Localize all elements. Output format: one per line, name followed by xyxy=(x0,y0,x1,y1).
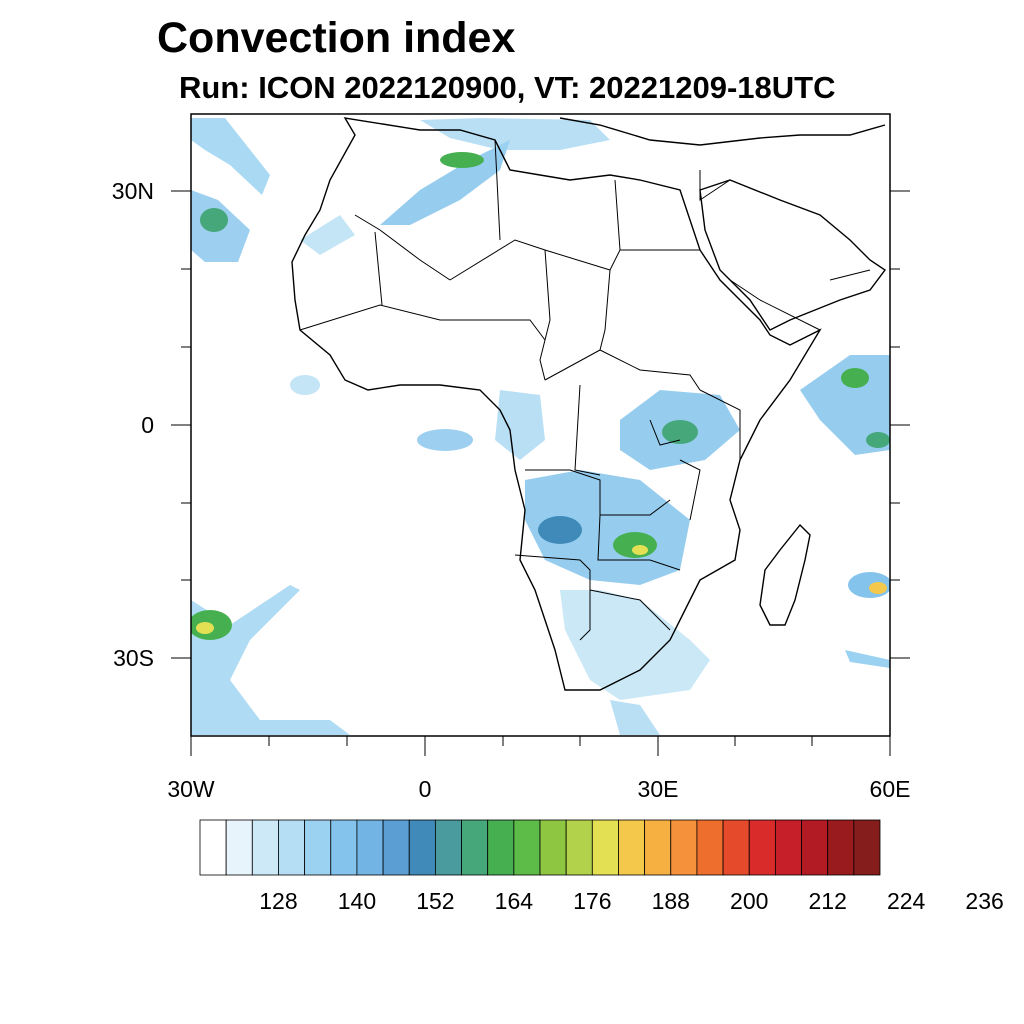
colorbar-box xyxy=(827,819,855,876)
convection-patch xyxy=(440,152,484,168)
colorbar-box xyxy=(774,819,802,876)
convection-patch xyxy=(300,215,355,255)
colorbar-box xyxy=(801,819,829,876)
convection-patch xyxy=(610,700,660,735)
colorbar-box xyxy=(565,819,593,876)
border xyxy=(829,269,871,281)
convection-patch xyxy=(200,208,228,232)
colorbar-box xyxy=(461,819,489,876)
convection-patch xyxy=(632,545,648,555)
border xyxy=(649,419,681,446)
colorbar-box xyxy=(225,819,253,876)
colorbar-label: 152 xyxy=(416,888,455,914)
colorbar-label: 200 xyxy=(730,888,769,914)
convection-field xyxy=(191,118,890,735)
convection-patch xyxy=(866,432,890,448)
convection-patch xyxy=(869,582,887,594)
colorbar-box xyxy=(644,819,672,876)
border xyxy=(614,179,621,251)
colorbar-box xyxy=(382,819,410,876)
colorbar-box xyxy=(304,819,332,876)
border xyxy=(449,239,700,281)
convection-patch xyxy=(495,390,545,460)
convection-patch xyxy=(525,470,690,585)
convection-patch xyxy=(290,375,320,395)
colorbar-label: 164 xyxy=(494,888,534,914)
colorbar-box xyxy=(408,819,436,876)
lat-label-30s: 30S xyxy=(113,645,154,671)
colorbar-label: 236 xyxy=(965,888,1004,914)
colorbar-box xyxy=(251,819,279,876)
border xyxy=(597,514,681,571)
convection-patch xyxy=(420,118,610,150)
border xyxy=(544,349,701,391)
colorbar-box xyxy=(591,819,619,876)
colorbar-box xyxy=(670,819,698,876)
lon-label-30w: 30W xyxy=(167,776,215,802)
colorbar-box xyxy=(853,819,881,876)
convection-patch xyxy=(845,650,890,668)
convection-patch xyxy=(196,622,214,634)
country-borders xyxy=(299,139,871,641)
colorbar-label: 212 xyxy=(808,888,847,914)
arabia-coastline xyxy=(699,179,887,331)
colorbar-box xyxy=(618,819,646,876)
colorbar-box xyxy=(539,819,567,876)
lat-label-0: 0 xyxy=(141,412,154,438)
lon-label-60e: 60E xyxy=(869,776,911,802)
border xyxy=(599,269,611,351)
border xyxy=(299,304,460,331)
convection-patch xyxy=(613,532,657,558)
colorbar xyxy=(199,819,881,876)
colorbar-box xyxy=(513,819,541,876)
border xyxy=(374,231,383,306)
border xyxy=(699,170,731,201)
convection-patch xyxy=(662,420,698,444)
border xyxy=(460,319,546,341)
colorbar-box xyxy=(487,819,515,876)
colorbar-label: 188 xyxy=(651,888,690,914)
border xyxy=(354,214,451,281)
convection-patch xyxy=(417,429,473,451)
lon-label-0: 0 xyxy=(418,776,432,802)
border xyxy=(539,249,551,381)
convection-patch xyxy=(841,368,869,388)
colorbar-box xyxy=(278,819,306,876)
convection-patch xyxy=(380,140,510,225)
colorbar-label: 224 xyxy=(886,888,926,914)
colorbar-box xyxy=(199,819,227,876)
border xyxy=(525,469,671,516)
border xyxy=(699,389,741,460)
europe-coastline xyxy=(559,117,886,146)
lon-label-30e: 30E xyxy=(637,776,679,802)
border xyxy=(589,589,671,631)
border xyxy=(729,279,761,301)
colorbar-label: 176 xyxy=(573,888,612,914)
border xyxy=(574,384,601,476)
colorbar-box xyxy=(434,819,462,876)
colorbar-box xyxy=(330,819,358,876)
border xyxy=(679,459,701,521)
colorbar-box xyxy=(722,819,750,876)
colorbar-box xyxy=(696,819,724,876)
convection-patch xyxy=(191,118,270,195)
convection-patch xyxy=(191,585,350,735)
border xyxy=(494,139,501,241)
border xyxy=(514,554,591,641)
chart-title: Convection index xyxy=(157,14,516,62)
axis-ticks xyxy=(171,190,910,756)
convection-patch xyxy=(560,590,710,700)
colorbar-box xyxy=(356,819,384,876)
chart-subtitle: Run: ICON 2022120900, VT: 20221209-18UTC xyxy=(179,70,836,105)
colorbar-label: 140 xyxy=(337,888,377,914)
colorbar-box xyxy=(748,819,776,876)
lat-label-30n: 30N xyxy=(111,178,154,204)
madagascar-coastline xyxy=(759,523,811,626)
africa-coastline xyxy=(291,117,822,691)
colorbar-label: 128 xyxy=(259,888,298,914)
border xyxy=(759,299,821,331)
convection-patch xyxy=(538,516,582,544)
